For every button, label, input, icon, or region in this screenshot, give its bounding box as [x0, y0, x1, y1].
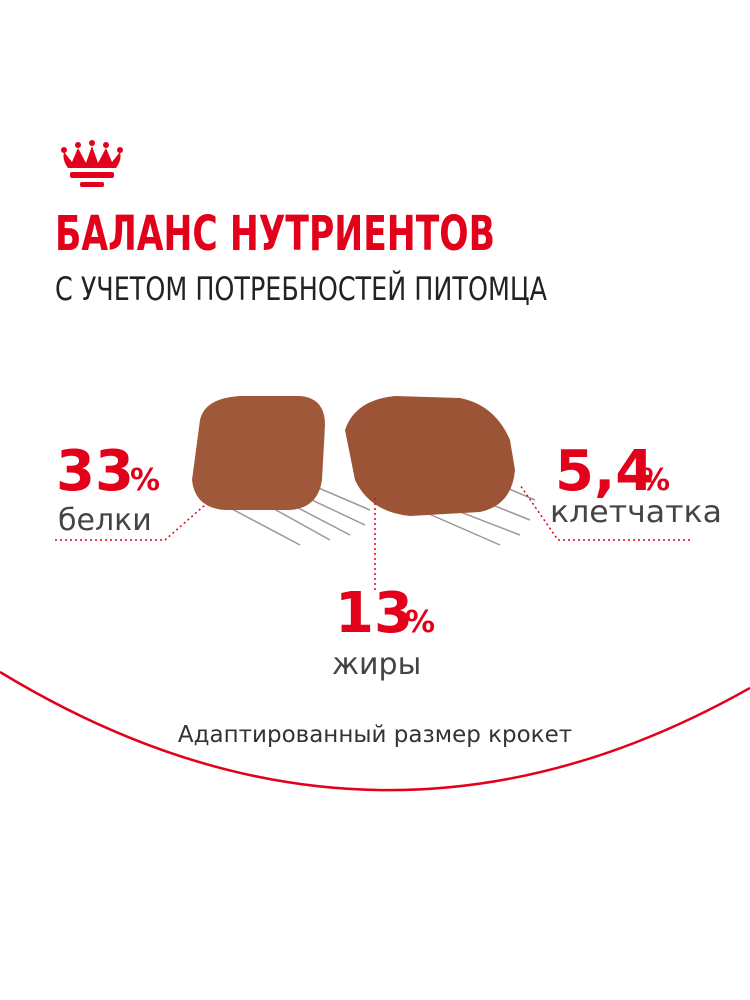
connector — [55, 484, 690, 592]
stat-value: 33 — [56, 439, 134, 504]
title: БАЛАНС НУТРИЕНТОВ — [55, 206, 495, 262]
crown-logo — [61, 140, 123, 187]
subtitle: С УЧЕТОМ ПОТРЕБНОСТЕЙ ПИТОМЦА — [55, 270, 547, 308]
stat-value: 5,4 — [555, 439, 654, 504]
stat-value: 13 — [335, 581, 413, 646]
stat-label: жиры — [332, 647, 421, 682]
stat-label: белки — [58, 503, 152, 538]
kibble — [345, 396, 515, 516]
stat-unit: % — [130, 463, 160, 498]
stat-unit: % — [405, 605, 435, 640]
kibble — [192, 396, 325, 510]
stat-unit: % — [640, 463, 670, 498]
stat-label: клетчатка — [550, 495, 722, 530]
caption: Адаптированный размер крокет — [178, 722, 572, 748]
arc — [0, 670, 750, 792]
